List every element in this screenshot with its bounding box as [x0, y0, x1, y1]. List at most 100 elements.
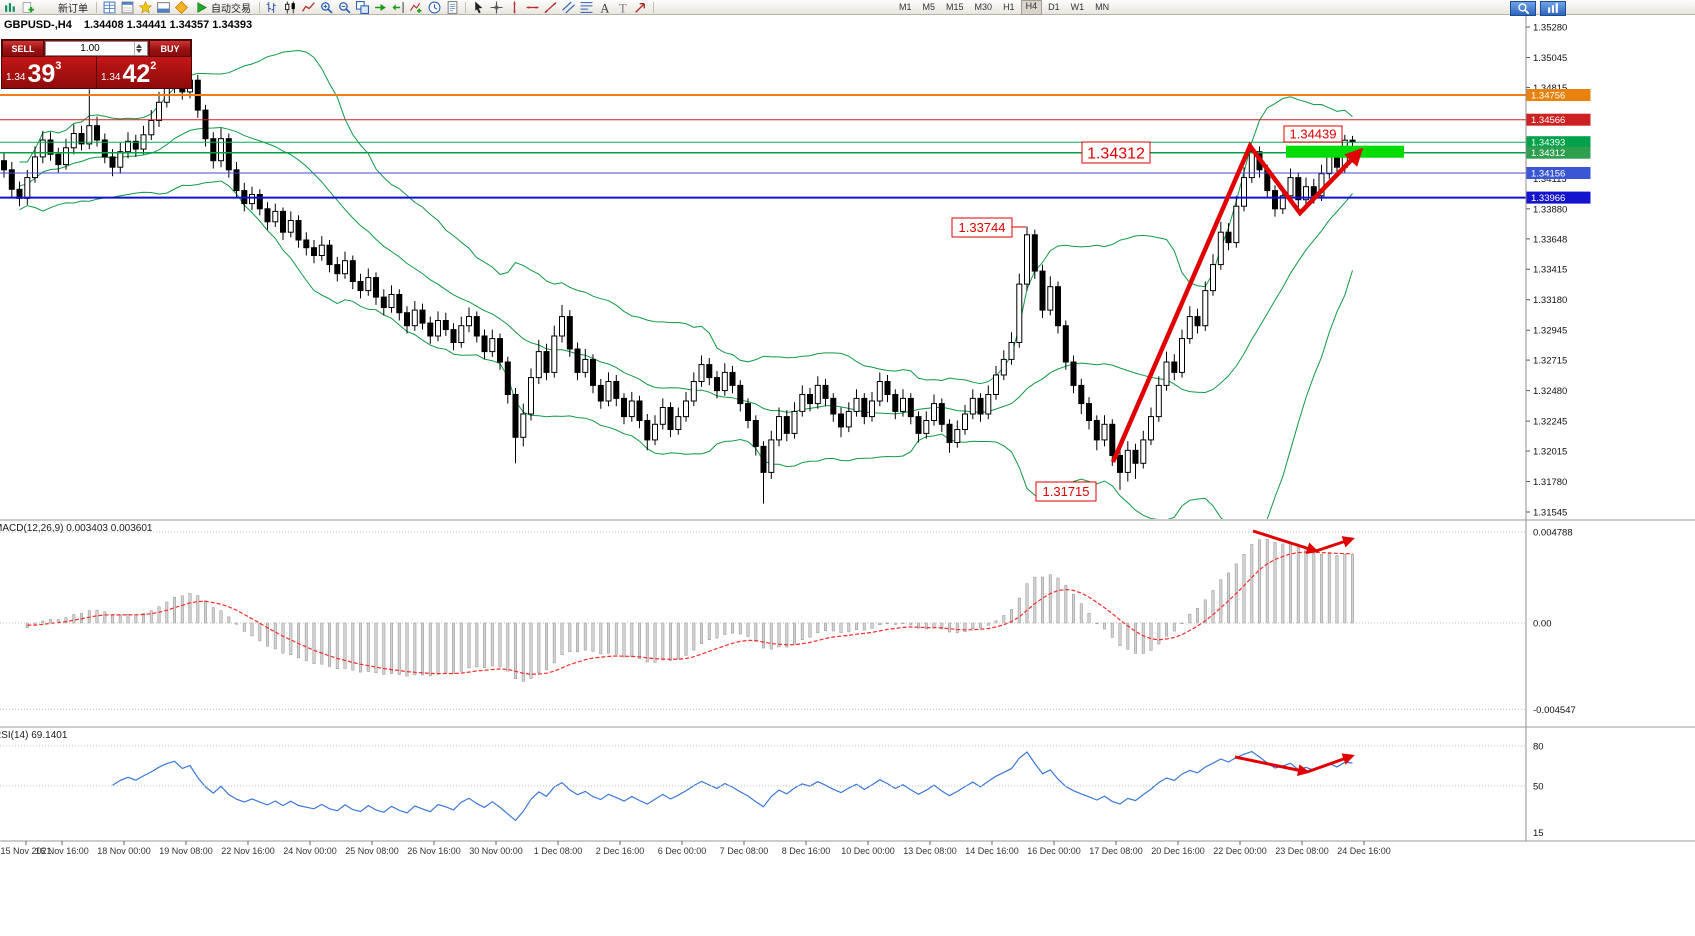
timeframe-h4[interactable]: H4	[1020, 0, 1043, 15]
volume-stepper[interactable]	[134, 42, 147, 55]
price-annotation-box[interactable]	[1035, 481, 1097, 502]
rsi-indicator-label: RSI(14) 69.1401	[0, 730, 68, 741]
volume-up-icon[interactable]	[136, 44, 142, 48]
price-annotation-box[interactable]	[951, 217, 1013, 238]
rsi-line	[112, 750, 1353, 822]
toolbar-separator	[96, 1, 97, 13]
highlight-zone[interactable]	[1286, 145, 1404, 158]
timeframe-d1[interactable]: D1	[1048, 1, 1060, 12]
autotrading-button[interactable]: 自动交易	[191, 1, 255, 15]
timeframe-w1[interactable]: W1	[1070, 1, 1085, 12]
indicators-icon[interactable]	[408, 1, 425, 14]
cursor-icon[interactable]	[470, 1, 487, 14]
price-annotation-box[interactable]	[1081, 141, 1151, 164]
time-axis-label: 6 Dec 00:00	[657, 846, 707, 856]
price-axis-label: 1.34115	[1533, 174, 1567, 185]
price-axis-label: 1.35280	[1533, 23, 1567, 34]
timeframe-mn[interactable]: MN	[1095, 1, 1110, 12]
time-axis-label: 17 Dec 08:00	[1089, 846, 1143, 856]
auto-scroll-icon[interactable]	[372, 1, 389, 14]
buy-price-main: 42	[122, 60, 151, 88]
sell-button[interactable]: SELL	[2, 40, 44, 57]
zoom-in-icon[interactable]	[318, 1, 335, 14]
templates-icon[interactable]	[444, 0, 461, 14]
price-annotation-box[interactable]	[1283, 125, 1343, 143]
new-order-button-label: 新订单	[58, 3, 88, 15]
price-tag-label: 1.34156	[1531, 169, 1565, 180]
price-annotation-text: 1.31715	[1043, 484, 1090, 499]
crosshair-icon[interactable]	[488, 1, 505, 14]
timeframe-m1[interactable]: M1	[899, 1, 912, 12]
price-tag	[1526, 136, 1591, 149]
chart-shift-icon[interactable]	[390, 1, 407, 14]
time-axis-label: 25 Nov 08:00	[345, 846, 399, 856]
price-axis-label: 1.33415	[1533, 265, 1567, 276]
trend-arrow[interactable]	[1234, 755, 1310, 777]
metaeditor-icon[interactable]	[173, 0, 190, 14]
data-window-icon[interactable]	[119, 1, 136, 14]
trend-arrow[interactable]	[1306, 753, 1355, 774]
text-tool-icon[interactable]: A	[596, 1, 613, 14]
time-axis-label: 8 Dec 16:00	[781, 846, 831, 856]
one-click-trading-panel: SELL 1.00 BUY 1.34 39 3 1.34 42 2	[1, 39, 192, 89]
time-axis-label: 19 Nov 08:00	[159, 846, 213, 856]
candlesticks	[1, 56, 1356, 504]
timeframe-m5[interactable]: M5	[922, 1, 936, 12]
sell-price[interactable]: 1.34 39 3	[2, 57, 97, 88]
new-order-button[interactable]: 新订单	[38, 1, 92, 15]
buy-price[interactable]: 1.34 42 2	[97, 57, 191, 88]
timeframe-m30[interactable]: M30	[974, 1, 993, 12]
sell-price-prefix: 1.34	[6, 72, 26, 83]
candles-chart-icon[interactable]	[282, 1, 299, 14]
price-tag-label: 1.34566	[1531, 115, 1565, 126]
time-axis-label: 16 Nov 16:00	[35, 846, 89, 856]
bars-chart-icon[interactable]	[264, 1, 281, 14]
symbol-period-label: GBPUSD-,H4	[4, 19, 72, 31]
price-axis-label: 1.31780	[1533, 477, 1567, 488]
sell-price-pip: 3	[55, 60, 62, 72]
rsi-axis-label: 50	[1533, 782, 1544, 793]
vertical-line-icon[interactable]	[506, 1, 523, 14]
price-tag-label: 1.34393	[1531, 138, 1565, 149]
next-chart-icon[interactable]	[1540, 1, 1566, 16]
horizontal-line-icon[interactable]	[524, 1, 541, 14]
terminal-icon[interactable]	[155, 1, 172, 14]
market-watch-icon[interactable]	[101, 1, 118, 14]
price-axis-label: 1.33180	[1533, 295, 1567, 306]
time-axis-label: 22 Nov 16:00	[221, 846, 275, 856]
periods-clock-icon[interactable]	[426, 1, 443, 14]
time-axis-label: 23 Dec 08:00	[1275, 846, 1329, 856]
time-axis-label: 15 Nov 2021	[0, 846, 52, 856]
timeframe-m15[interactable]: M15	[946, 1, 964, 12]
price-axis-label: 1.34815	[1533, 83, 1567, 94]
fibonacci-icon[interactable]	[578, 1, 595, 14]
new-order-plus-icon[interactable]	[20, 1, 37, 14]
zoom-out-icon[interactable]	[336, 1, 353, 14]
arrow-tool-icon[interactable]	[632, 1, 649, 14]
symbol-search-icon[interactable]	[1510, 1, 1536, 16]
line-chart-icon[interactable]	[300, 1, 317, 14]
channel-icon[interactable]	[560, 1, 577, 14]
time-axis-label: 10 Dec 00:00	[841, 846, 895, 856]
price-tag	[1526, 113, 1591, 126]
bollinger-upper-band	[19, 49, 1353, 385]
trend-arrow[interactable]	[1110, 141, 1364, 463]
time-axis-label: 13 Dec 08:00	[903, 846, 957, 856]
timeframe-h1[interactable]: H1	[1003, 1, 1015, 12]
label-tool-icon[interactable]: T	[614, 1, 631, 14]
tile-windows-icon[interactable]	[354, 0, 371, 14]
trend-arrow[interactable]	[1252, 529, 1319, 554]
volume-down-icon[interactable]	[136, 49, 142, 53]
buy-button[interactable]: BUY	[149, 40, 191, 57]
trendline-icon[interactable]	[542, 1, 559, 14]
price-axis-label: 1.32715	[1533, 356, 1567, 367]
time-axis[interactable]: 15 Nov 2021 16 Nov 16:00 18 Nov 00:00 19 No…	[0, 842, 1695, 872]
macd-histogram	[25, 539, 1354, 682]
toolbar-separator	[259, 1, 260, 13]
navigator-icon[interactable]	[137, 0, 154, 14]
time-axis-label: 7 Dec 08:00	[719, 846, 769, 856]
new-chart-icon[interactable]	[2, 1, 19, 14]
time-axis-label: 26 Nov 16:00	[407, 846, 461, 856]
volume-input[interactable]: 1.00	[45, 41, 148, 56]
trend-arrow[interactable]	[1315, 536, 1355, 553]
